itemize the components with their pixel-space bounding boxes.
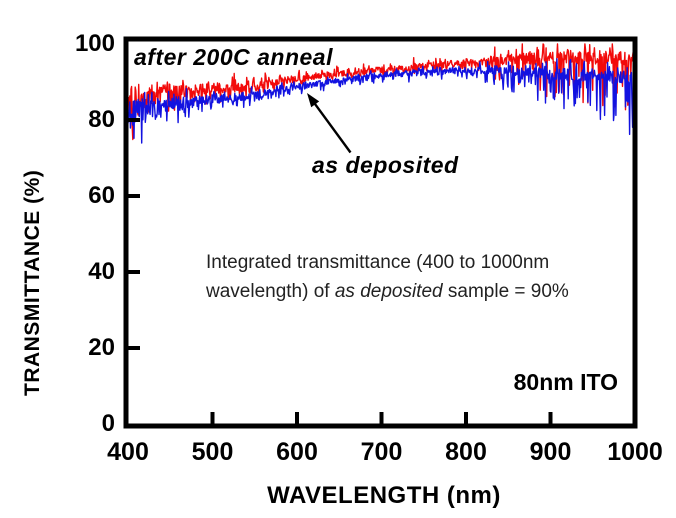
y-tick-label-100: 100 <box>74 30 115 57</box>
y-tick-label-20: 20 <box>88 334 115 361</box>
y-tick-label-80: 80 <box>88 106 115 133</box>
as-deposited-arrow <box>307 93 352 154</box>
y-axis-title-text: TRANSMITTANCE (%) <box>21 169 44 396</box>
x-tick-label-900: 900 <box>529 438 572 466</box>
series-after-200C-anneal <box>127 43 634 141</box>
series-as-deposited <box>127 58 634 144</box>
curve-label-as-deposited: as deposited <box>312 152 459 178</box>
x-tick-label-400: 400 <box>107 438 149 466</box>
axis-ticks <box>128 118 553 424</box>
y-tick-label-40: 40 <box>88 258 115 285</box>
y-axis-title: TRANSMITTANCE (%) <box>20 36 46 396</box>
x-axis-title: WAVELENGTH (nm) <box>267 482 501 509</box>
x-tick-label-500: 500 <box>191 438 234 466</box>
annotation-line2: wavelength) of as deposited sample = 90% <box>206 278 586 307</box>
annotation-line1: Integrated transmittance (400 to 1000nm <box>206 252 550 273</box>
x-tick-label-800: 800 <box>445 438 487 466</box>
y-tick-label-0: 0 <box>101 410 115 437</box>
spectra-curves <box>127 43 634 144</box>
annotation-line2-pre: wavelength) of <box>206 280 335 302</box>
curve-label-after-anneal: after 200C anneal <box>134 44 333 70</box>
sample-thickness-label: 80nm ITO <box>513 369 618 395</box>
integrated-transmittance-annotation: Integrated transmittance (400 to 1000nm … <box>206 249 586 306</box>
y-tick-label-60: 60 <box>88 182 115 209</box>
plot-frame <box>123 36 638 429</box>
annotation-line2-post: sample = 90% <box>442 280 569 302</box>
x-tick-label-600: 600 <box>276 438 318 466</box>
x-tick-label-1000: 1000 <box>607 438 663 466</box>
x-tick-label-700: 700 <box>360 438 403 466</box>
annotation-line2-italic: as deposited <box>334 280 443 302</box>
